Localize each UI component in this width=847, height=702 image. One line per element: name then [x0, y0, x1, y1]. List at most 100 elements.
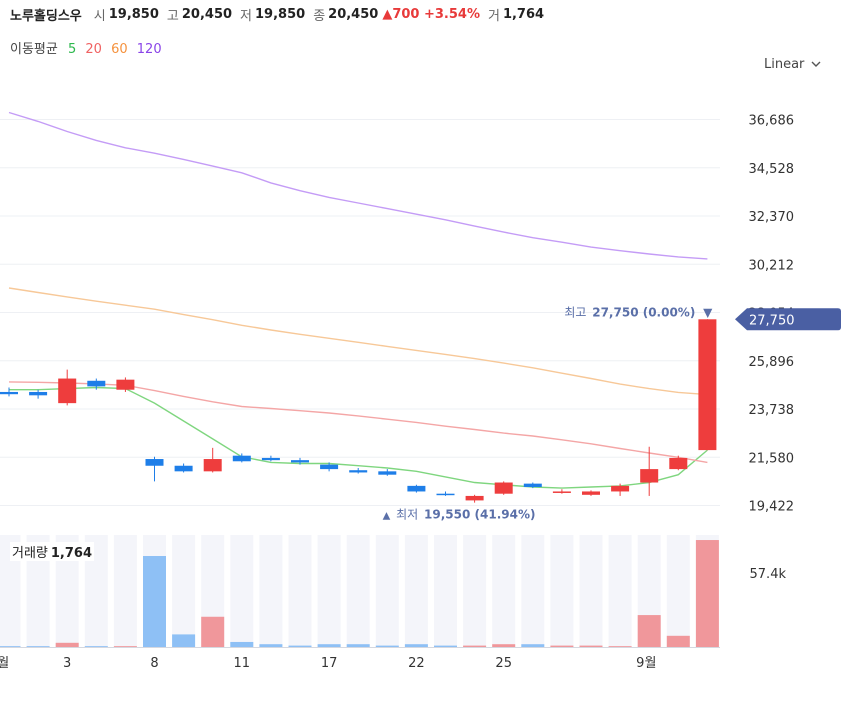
volume-bar	[201, 616, 225, 647]
ma-60-line	[8, 287, 708, 396]
low-annotation-arrow: ▲	[383, 511, 391, 522]
volume-column-bg	[521, 535, 545, 647]
candle-body	[145, 459, 164, 466]
volume-column-bg	[666, 535, 690, 647]
x-tick-label: 11	[234, 656, 251, 671]
x-tick-label: 22	[408, 656, 425, 671]
ma-120-label: 120	[136, 42, 162, 57]
x-tick-label: 25	[495, 656, 512, 671]
volume-column-bg	[550, 535, 574, 647]
high-annotation-arrow: ▼	[703, 305, 713, 319]
low-label: 저	[240, 8, 253, 24]
candle-body	[29, 391, 48, 396]
price-header: 노루홀딩스우 시 19,850 고 20,450 저 19,850 종 20,4…	[10, 4, 552, 24]
volume-bar	[172, 634, 196, 647]
candle-body	[378, 471, 397, 475]
scale-selector-label: Linear	[764, 57, 805, 72]
ma-20-line	[8, 381, 708, 464]
stock-name: 노루홀딩스우	[10, 8, 82, 24]
volume-bar	[230, 641, 254, 647]
volume-bar	[143, 556, 166, 647]
candle-body	[611, 485, 630, 492]
x-tick-label: 9월	[636, 656, 656, 671]
volume-column-bg	[259, 535, 283, 647]
volume-bar	[550, 645, 574, 648]
volume-bar	[695, 540, 719, 647]
volume-panel-label: 거래량 1,764	[10, 542, 95, 561]
candle-body	[669, 457, 688, 470]
y-tick-label: 36,686	[749, 114, 795, 129]
volume-column-bg	[55, 535, 79, 647]
volume-axis-label: 57.4k	[750, 567, 787, 582]
volume-column-bg	[84, 535, 108, 647]
candle-body	[349, 470, 368, 473]
volume-column-bg	[608, 535, 632, 647]
candle-body	[116, 379, 135, 390]
volume-column-bg	[0, 535, 21, 647]
ma-120-line	[8, 111, 708, 260]
volume-bar	[113, 646, 137, 648]
volume-bar	[579, 645, 603, 648]
volume-bar	[0, 646, 21, 648]
ma-20-label: 20	[85, 42, 102, 57]
candle-body	[582, 491, 600, 495]
scale-selector[interactable]: Linear	[764, 57, 821, 72]
volume-bar	[26, 646, 50, 648]
y-tick-label: 25,896	[749, 355, 795, 370]
low-annotation-label: 최저	[396, 508, 418, 522]
high-value: 20,450	[181, 6, 233, 22]
volume-panel-title: 거래량	[12, 546, 48, 561]
y-tick-label: 23,738	[749, 403, 795, 418]
current-price-tag: 27,750	[735, 308, 841, 331]
volume-value: 1,764	[502, 6, 545, 22]
volume-bar	[463, 645, 487, 648]
volume-label: 거	[487, 8, 500, 24]
volume-column-bg	[317, 535, 341, 647]
candle-body	[640, 469, 659, 483]
volume-column-bg	[113, 535, 137, 647]
open-label: 시	[93, 8, 106, 24]
volume-bar	[259, 644, 283, 647]
volume-column-bg	[434, 535, 457, 647]
x-tick-label: 8	[150, 656, 158, 671]
low-annotation-value: 19,550 (41.94%)	[424, 508, 535, 522]
candle-body	[58, 378, 77, 404]
x-tick-label: 17	[321, 656, 338, 671]
volume-bar	[521, 644, 545, 647]
change-text: ▲700 +3.54%	[382, 6, 480, 22]
candle-body	[174, 465, 193, 472]
moving-average-legend[interactable]: 이동평균 5 20 60 120	[10, 38, 167, 57]
candle-body	[261, 457, 280, 461]
x-tick-label: 3	[63, 656, 71, 671]
volume-bar	[637, 615, 661, 647]
x-tick-label: 월	[0, 656, 9, 671]
candle-body	[552, 491, 571, 493]
low-annotation: ▲ 최저 19,550 (41.94%)	[383, 508, 536, 522]
volume-bar	[346, 644, 370, 647]
volume-bar	[434, 645, 457, 648]
volume-column-bg	[463, 535, 487, 647]
open-value: 19,850	[108, 6, 159, 22]
candle-body	[465, 495, 484, 501]
volume-column-bg	[346, 535, 370, 647]
volume-column-bg	[404, 535, 428, 647]
y-tick-label: 34,528	[749, 162, 795, 177]
volume-column-bg	[172, 535, 196, 647]
high-annotation-label: 최고	[564, 305, 586, 319]
volume-column-bg	[230, 535, 254, 647]
volume-column-bg	[375, 535, 399, 647]
volume-bar	[288, 645, 312, 648]
close-value: 20,450	[328, 6, 379, 22]
candle-body	[523, 483, 542, 487]
high-annotation-value: 27,750 (0.00%)	[592, 305, 695, 319]
volume-column-bg	[26, 535, 50, 647]
candle-body	[320, 464, 339, 470]
candle-body	[436, 493, 455, 496]
volume-column-bg	[288, 535, 312, 647]
candle-body	[203, 459, 222, 472]
volume-bar	[404, 644, 428, 647]
volume-bar	[55, 642, 79, 647]
ma-60-label: 60	[111, 42, 128, 57]
y-tick-label: 30,212	[749, 258, 795, 273]
